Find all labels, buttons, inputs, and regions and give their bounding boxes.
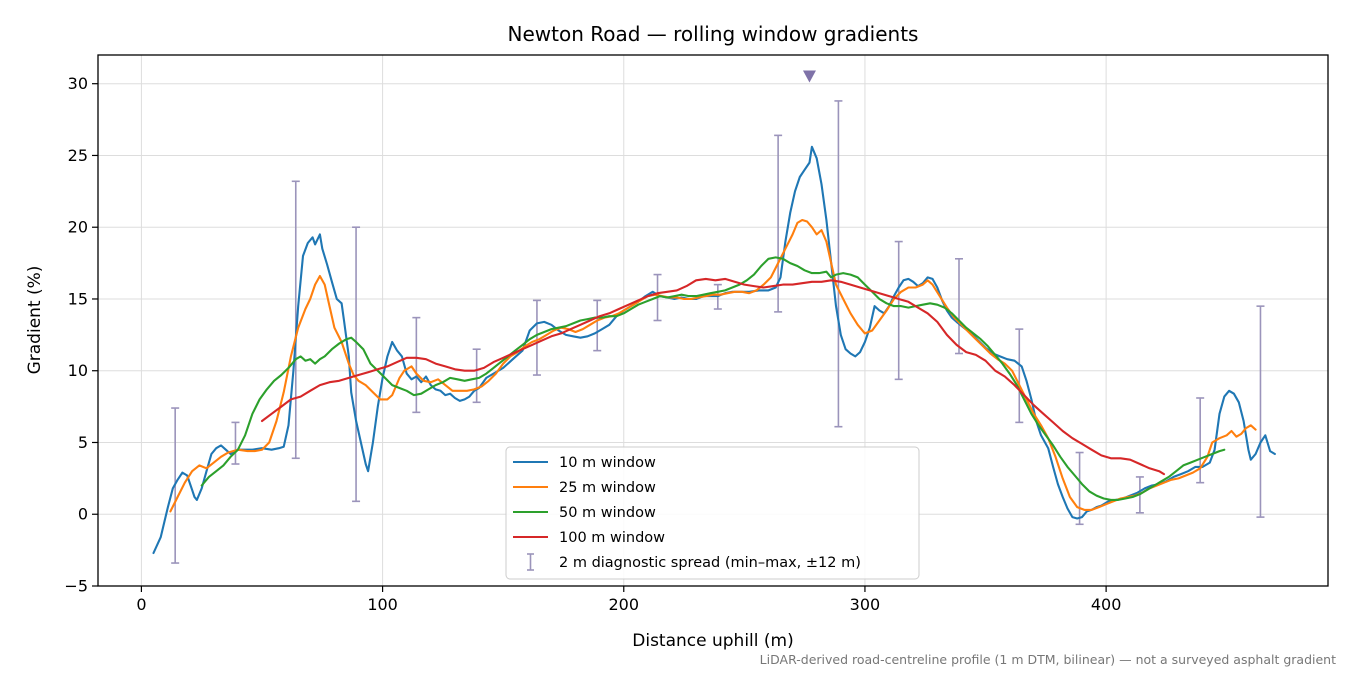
errorbar: [834, 100, 843, 428]
errorbar: [352, 226, 361, 503]
legend-item: 2 m diagnostic spread (min–max, ±12 m): [527, 553, 861, 571]
legend-label: 25 m window: [559, 480, 656, 496]
legend-label: 2 m diagnostic spread (min–max, ±12 m): [559, 555, 861, 571]
legend-label: 10 m window: [559, 455, 656, 471]
y-tick-label: 5: [78, 433, 88, 452]
errorbar: [1015, 328, 1024, 424]
x-tick-label: 300: [850, 595, 881, 614]
errorbar: [593, 299, 602, 352]
errorbar: [412, 316, 421, 414]
errorbar: [231, 421, 240, 465]
legend: 10 m window 25 m window 50 m window 100 m w…: [505, 446, 920, 580]
legend-box: [505, 446, 920, 580]
series-line-4: [260, 277, 1166, 476]
x-axis-label: Distance uphill (m): [632, 631, 793, 651]
y-tick-label: 0: [78, 505, 88, 524]
y-axis: −5 0 5 10 15 20 25 30: [64, 74, 98, 596]
legend-label: 50 m window: [559, 505, 656, 521]
x-tick-label: 200: [608, 595, 639, 614]
x-tick-label: 100: [367, 595, 398, 614]
marker-layer: [802, 70, 816, 83]
grid: [98, 55, 1328, 587]
errorbar: [532, 299, 541, 376]
y-axis-label: Gradient (%): [25, 266, 45, 375]
errorbar: [1075, 451, 1084, 526]
errorbar: [894, 240, 903, 381]
y-tick-label: 30: [68, 74, 88, 93]
footnote: LiDAR-derived road-centreline profile (1…: [760, 652, 1336, 667]
plot-frame: [97, 54, 1329, 587]
y-tick-label: 10: [68, 361, 88, 380]
y-tick-label: 20: [68, 218, 88, 237]
legend-item: 25 m window: [513, 480, 656, 496]
series-line-2: [169, 218, 1257, 513]
series-layer: [152, 145, 1276, 555]
series-line-3: [200, 256, 1226, 501]
legend-item: 100 m window: [513, 530, 665, 546]
errorbar: [291, 180, 300, 460]
y-tick-label: −5: [64, 577, 88, 596]
errorbar: [472, 348, 481, 404]
legend-label: 100 m window: [559, 530, 665, 546]
x-tick-label: 400: [1091, 595, 1122, 614]
x-tick-label: 0: [136, 595, 146, 614]
x-axis: 0 100 200 300 400: [136, 586, 1121, 614]
peak-marker: [802, 70, 816, 83]
chart-title: Newton Road — rolling window gradients: [508, 22, 919, 46]
errorbar: [955, 257, 963, 355]
errorbar: [1256, 305, 1265, 518]
y-tick-label: 25: [68, 146, 88, 165]
legend-item: 10 m window: [513, 455, 656, 471]
legend-item: 50 m window: [513, 505, 656, 521]
y-tick-label: 15: [68, 289, 88, 308]
